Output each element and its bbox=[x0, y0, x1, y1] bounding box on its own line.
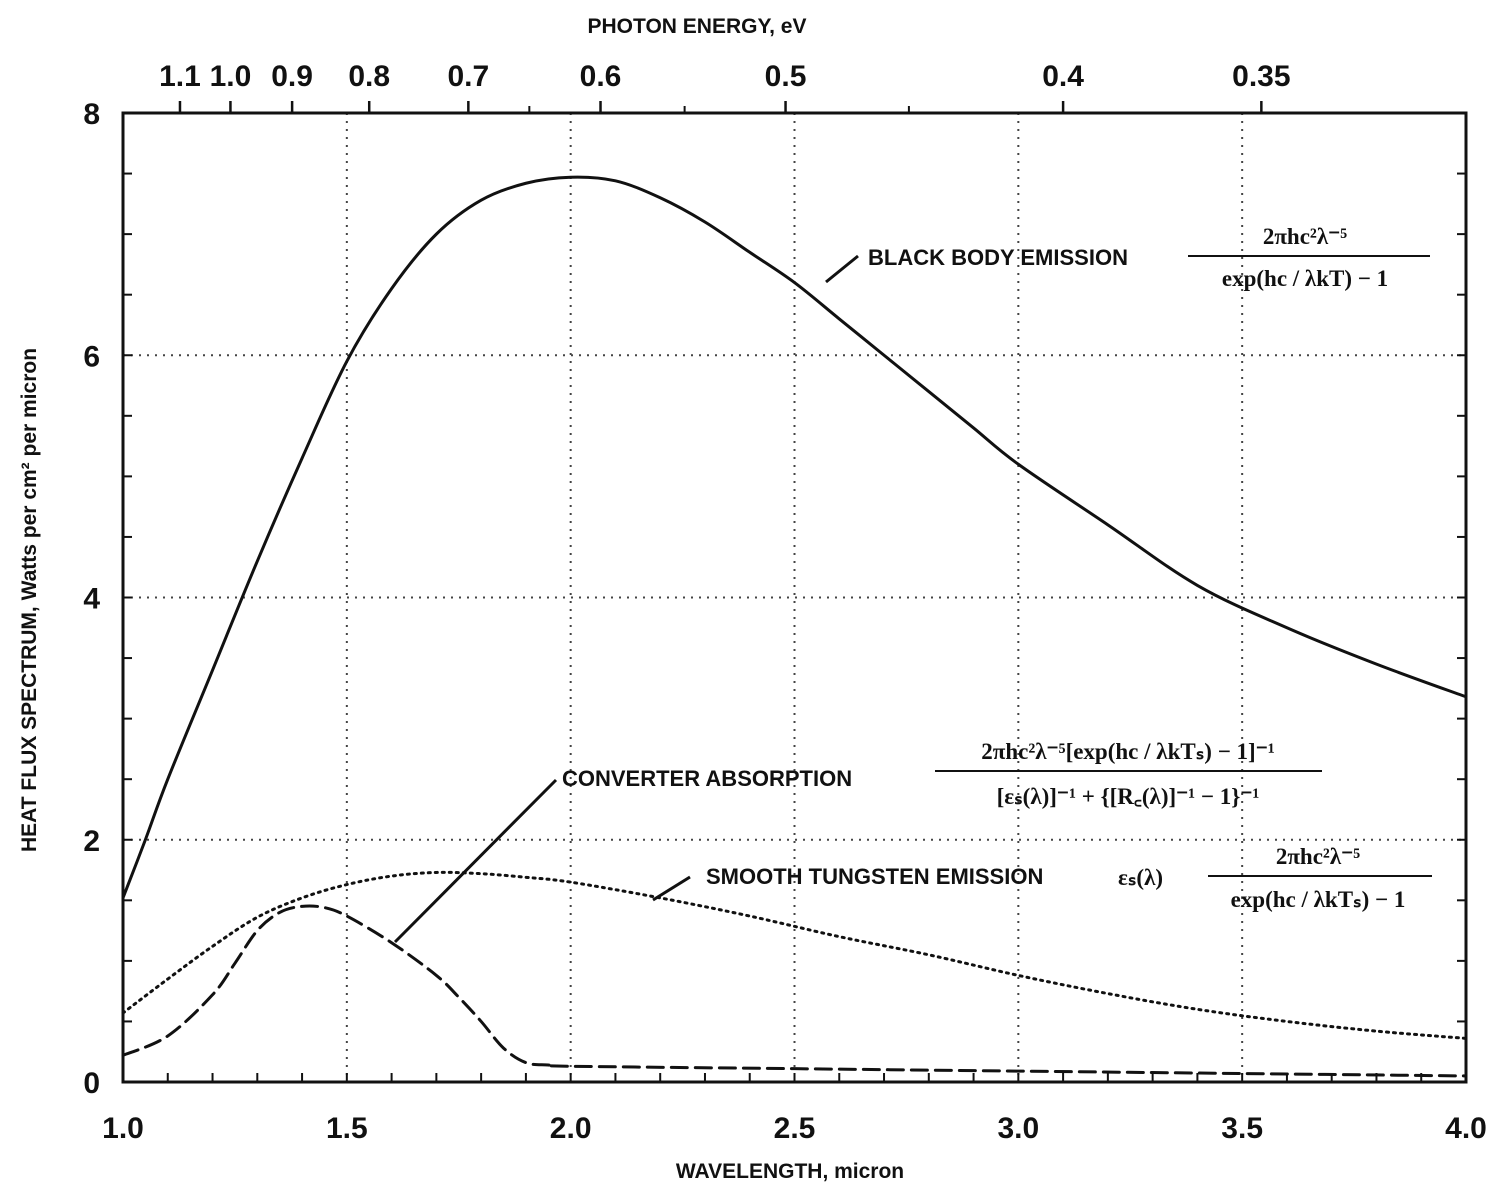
converter-label: CONVERTER ABSORPTION bbox=[562, 766, 852, 791]
top-tick-label: 0.5 bbox=[765, 60, 807, 93]
x-tick-label: 4.0 bbox=[1445, 1112, 1487, 1145]
y-tick-label: 6 bbox=[83, 340, 100, 373]
x-tick-label: 3.0 bbox=[997, 1112, 1039, 1145]
top-tick-label: 0.6 bbox=[580, 60, 622, 93]
top-tick-label: 0.8 bbox=[348, 60, 390, 93]
series-lines bbox=[121, 175, 1468, 1078]
tungsten-formula-prefix: εₛ(λ) bbox=[1118, 865, 1163, 890]
black-body-label: BLACK BODY EMISSION bbox=[868, 245, 1128, 270]
y-tick-label: 2 bbox=[83, 825, 100, 858]
series-line-dotted bbox=[121, 870, 1468, 1040]
y-tick-labels: 0 2 4 6 8 bbox=[83, 98, 100, 1100]
plot-frame bbox=[121, 111, 1468, 1084]
grid-lines bbox=[123, 113, 1466, 1082]
converter-formula-num: 2πhc²λ⁻⁵[exp(hc / λkTₛ) − 1]⁻¹ bbox=[981, 739, 1275, 764]
top-axis-title: PHOTON ENERGY, eV bbox=[587, 15, 806, 38]
x-tick-label: 1.0 bbox=[102, 1112, 144, 1145]
top-tick-label: 0.9 bbox=[271, 60, 313, 93]
tungsten-label: SMOOTH TUNGSTEN EMISSION bbox=[706, 864, 1043, 889]
top-tick-labels: 1.1 1.0 0.9 0.8 0.7 0.6 0.5 0.4 0.35 bbox=[159, 60, 1290, 93]
y-axis-title: HEAT FLUX SPECTRUM, Watts per cm² per mi… bbox=[18, 348, 41, 852]
x-axis-title: WAVELENGTH, micron bbox=[676, 1160, 904, 1183]
tungsten-formula-den: exp(hc / λkTₛ) − 1 bbox=[1231, 887, 1406, 912]
x-tick-labels: 1.0 1.5 2.0 2.5 3.0 3.5 4.0 bbox=[102, 1112, 1487, 1145]
series-line-solid bbox=[121, 175, 1468, 900]
y-tick-label: 0 bbox=[83, 1067, 100, 1100]
converter-annotation: CONVERTER ABSORPTION 2πhc²λ⁻⁵[exp(hc / λ… bbox=[393, 739, 1322, 944]
top-tick-label: 0.7 bbox=[447, 60, 489, 93]
y-tick-label: 4 bbox=[83, 583, 100, 616]
black-body-formula-num: 2πhc²λ⁻⁵ bbox=[1263, 224, 1347, 249]
black-body-formula-den: exp(hc / λkT) − 1 bbox=[1222, 266, 1388, 291]
tungsten-formula-num: 2πhc²λ⁻⁵ bbox=[1276, 844, 1360, 869]
x-tick-label: 1.5 bbox=[326, 1112, 368, 1145]
y-tick-label: 8 bbox=[83, 98, 100, 131]
top-tick-label: 1.1 bbox=[159, 60, 201, 93]
tungsten-annotation: SMOOTH TUNGSTEN EMISSION εₛ(λ) 2πhc²λ⁻⁵ … bbox=[652, 844, 1432, 912]
x-tick-label: 2.5 bbox=[774, 1112, 816, 1145]
top-tick-label: 1.0 bbox=[210, 60, 252, 93]
x-tick-label: 3.5 bbox=[1221, 1112, 1263, 1145]
top-tick-label: 0.35 bbox=[1232, 60, 1290, 93]
converter-formula-den: [εₛ(λ)]⁻¹ + {[R꜀(λ)]⁻¹ − 1}⁻¹ bbox=[997, 784, 1260, 809]
top-tick-label: 0.4 bbox=[1042, 60, 1084, 93]
x-tick-label: 2.0 bbox=[550, 1112, 592, 1145]
black-body-annotation: BLACK BODY EMISSION 2πhc²λ⁻⁵ exp(hc / λk… bbox=[825, 224, 1430, 291]
series-line-dashed bbox=[121, 904, 1468, 1078]
